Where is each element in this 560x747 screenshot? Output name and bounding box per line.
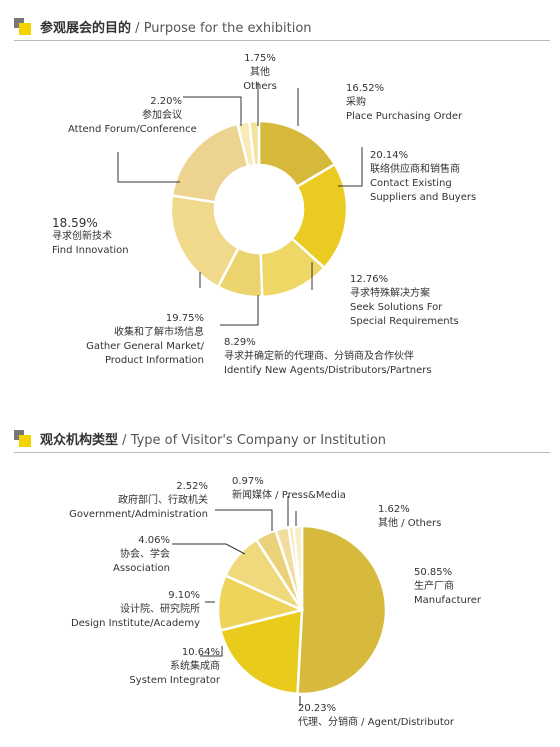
slice-label-special: 12.76% 寻求特殊解决方案 Seek Solutions For Speci…: [350, 273, 459, 329]
slice-percent: 9.10%: [168, 590, 200, 601]
slice-en-label: Identify New Agents/Distributors/Partner…: [224, 365, 432, 376]
slice-percent: 2.52%: [176, 481, 208, 492]
leader-line: [172, 543, 246, 555]
slice-percent: 19.75%: [165, 313, 204, 324]
section-header-visitor-type: 观众机构类型 / Type of Visitor's Company or In…: [14, 428, 550, 453]
slice-cn-label: 参加会议: [142, 110, 182, 121]
slice-label-government: 2.52% 政府部门、行政机关 Government/Administratio…: [60, 480, 208, 522]
slice-en-label: Attend Forum/Conference: [68, 124, 197, 135]
slice-label-purchasing: 16.52% 采购 Place Purchasing Order: [346, 82, 462, 124]
slice-percent: 20.14%: [370, 150, 409, 161]
slice-label-innovation: 18.59% 寻求创新技术 Find Innovation: [52, 216, 129, 258]
section-square-icon: [14, 18, 32, 36]
slice-percent: 18.59%: [52, 216, 98, 230]
slice-label-contact: 20.14% 联络供应商和销售商 Contact Existing Suppli…: [370, 149, 476, 205]
chart-title-en: Type of Visitor's Company or Institution: [130, 433, 387, 448]
slice-label-others-2: 1.62% 其他 / Others: [378, 503, 441, 531]
slice-label-manufacturer: 50.85% 生产厂商 Manufacturer: [414, 566, 481, 608]
slice-percent: 12.76%: [350, 274, 389, 285]
slice-en-label: Find Innovation: [52, 245, 129, 256]
leader-line: [183, 96, 242, 126]
slice-cn-label: 系统集成商: [170, 661, 220, 672]
slice-en-label: Gather General Market/: [86, 341, 204, 352]
slice-en-label: Special Requirements: [350, 316, 459, 327]
slice-label-press: 0.97% 新闻媒体 / Press&Media: [232, 475, 346, 503]
slice-cn-label: 联络供应商和销售商: [370, 164, 460, 175]
slice-percent: 10.64%: [181, 647, 220, 658]
donut-slice: [170, 122, 250, 204]
slice-cn-label: 其他 / Others: [378, 518, 442, 529]
slice-cn-label: 协会、学会: [120, 549, 170, 560]
leader-line: [220, 295, 259, 326]
slice-label-integrator: 10.64% 系统集成商 System Integrator: [110, 646, 220, 688]
slice-cn-label: 寻求特殊解决方案: [350, 288, 430, 299]
slice-percent: 1.62%: [378, 504, 410, 515]
leader-line: [215, 509, 273, 531]
donut-chart-purpose: [117, 82, 363, 326]
slice-cn-label: 寻求创新技术: [52, 231, 112, 242]
slice-percent: 2.20%: [150, 96, 182, 107]
slice-label-design: 9.10% 设计院、研究院所 Design Institute/Academy: [60, 589, 200, 631]
chart-title-en: Purpose for the exhibition: [143, 21, 312, 36]
slice-cn-label: 设计院、研究院所: [120, 604, 200, 615]
title-separator: /: [135, 21, 140, 36]
slice-en-label: Others: [243, 81, 277, 92]
slice-percent: 50.85%: [414, 567, 453, 578]
donut-chart-visitor-type: [172, 496, 388, 706]
slice-en-label: Product Information: [104, 355, 204, 366]
donut-slice: [247, 119, 261, 167]
slice-cn-label: 寻求并确定新的代理商、分销商及合作伙伴: [224, 351, 414, 362]
section-square-icon: [14, 430, 32, 448]
slice-en-label: Manufacturer: [414, 595, 481, 606]
slice-cn-label: 代理、分销商 / Agent/Distributor: [298, 717, 455, 728]
slice-en-label: System Integrator: [129, 675, 220, 686]
donut-slice: [296, 524, 388, 696]
slice-label-others: 1.75% 其他 Others: [220, 52, 300, 94]
slice-en-label: Seek Solutions For: [350, 302, 443, 313]
slice-cn-label: 其他: [250, 67, 270, 78]
slice-percent: 4.06%: [138, 535, 170, 546]
slice-en-label: Place Purchasing Order: [346, 111, 463, 122]
section-header-purpose: 参观展会的目的 / Purpose for the exhibition: [14, 16, 550, 41]
leader-line: [200, 646, 223, 657]
slice-cn-label: 政府部门、行政机关: [118, 495, 208, 506]
title-separator: /: [122, 433, 127, 448]
slice-label-forum: 2.20% 参加会议 Attend Forum/Conference: [68, 95, 197, 137]
slice-label-association: 4.06% 协会、学会 Association: [90, 534, 170, 576]
slice-en-label: Contact Existing: [370, 178, 452, 189]
slice-cn-label: 收集和了解市场信息: [114, 327, 204, 338]
slice-percent: 16.52%: [346, 83, 385, 94]
slice-en-label: Design Institute/Academy: [70, 618, 200, 629]
slice-percent: 8.29%: [224, 337, 256, 348]
leader-line: [117, 152, 180, 183]
header-divider: [14, 452, 550, 453]
donut-slice: [292, 524, 304, 612]
slice-en-label: Government/Administration: [69, 509, 208, 520]
slice-en-label: Suppliers and Buyers: [370, 192, 477, 203]
slice-percent: 0.97%: [232, 476, 264, 487]
section-title: 参观展会的目的 / Purpose for the exhibition: [40, 17, 312, 36]
header-divider: [14, 40, 550, 41]
slice-label-market: 19.75% 收集和了解市场信息 Gather General Market/ …: [84, 312, 204, 368]
chart-title-cn: 观众机构类型: [40, 433, 119, 448]
slice-percent: 1.75%: [244, 53, 276, 64]
slice-percent: 20.23%: [298, 703, 337, 714]
slice-cn-label: 新闻媒体 / Press&Media: [232, 490, 346, 501]
slice-cn-label: 采购: [346, 97, 366, 108]
slice-label-agent: 20.23% 代理、分销商 / Agent/Distributor: [298, 702, 454, 730]
section-title: 观众机构类型 / Type of Visitor's Company or In…: [40, 429, 386, 448]
slice-en-label: Association: [113, 563, 170, 574]
slice-label-agents: 8.29% 寻求并确定新的代理商、分销商及合作伙伴 Identify New A…: [224, 336, 432, 378]
chart-title-cn: 参观展会的目的: [40, 21, 132, 36]
leader-line: [338, 147, 363, 187]
slice-cn-label: 生产厂商: [414, 581, 454, 592]
